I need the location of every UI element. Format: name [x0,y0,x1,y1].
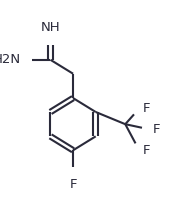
Text: F: F [153,123,161,136]
Text: F: F [143,144,150,157]
Text: F: F [69,178,77,191]
Text: F: F [143,102,150,115]
Text: NH: NH [41,21,60,34]
Text: H2N: H2N [0,53,21,66]
